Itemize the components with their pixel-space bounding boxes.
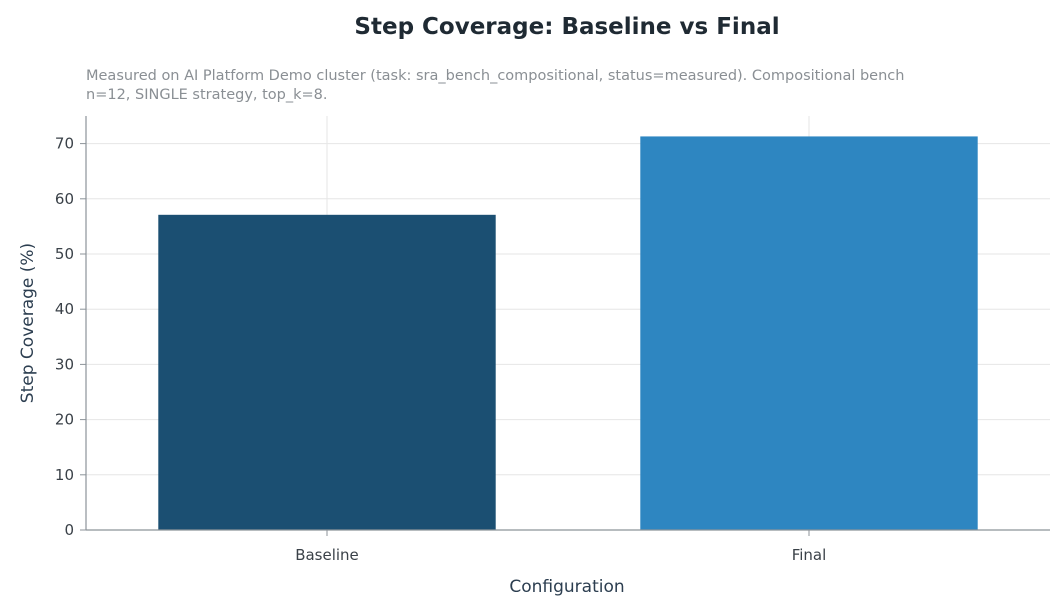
x-axis-label: Configuration [509,577,624,597]
y-tick-label: 30 [55,355,74,373]
bar-final [640,136,978,530]
x-tick-label-baseline: Baseline [295,546,359,564]
bars [158,136,978,531]
y-tick-label: 70 [55,135,74,153]
y-tick-label: 20 [55,411,74,429]
y-tick-label: 40 [55,300,74,318]
y-tick-label: 60 [55,190,74,208]
axes [80,116,1050,536]
chart-subtitle: Measured on AI Platform Demo cluster (ta… [86,68,905,103]
y-tick-label: 0 [64,521,74,539]
y-tick-label: 10 [55,466,74,484]
y-tick-label: 50 [55,245,74,263]
x-tick-label-final: Final [792,546,827,564]
tick-labels: 0 10 20 30 40 50 60 70 Baseline Final [55,135,826,564]
bar-baseline [158,214,496,531]
chart-title: Step Coverage: Baseline vs Final [354,14,780,40]
y-axis-label: Step Coverage (%) [18,243,38,403]
